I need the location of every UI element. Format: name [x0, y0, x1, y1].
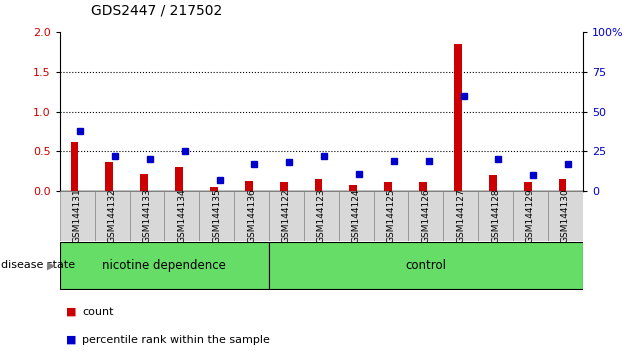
Text: GSM144135: GSM144135 [212, 189, 221, 243]
Bar [419, 182, 427, 191]
Text: GSM144133: GSM144133 [142, 189, 151, 243]
Bar [280, 182, 288, 191]
Text: ▶: ▶ [47, 261, 55, 270]
Text: GSM144132: GSM144132 [108, 189, 117, 243]
Text: GSM144125: GSM144125 [387, 189, 396, 243]
Bar [234, 191, 269, 241]
Bar [105, 162, 113, 191]
Bar [548, 191, 583, 241]
Text: GSM144134: GSM144134 [178, 189, 186, 243]
Text: GSM144131: GSM144131 [73, 189, 82, 243]
Bar [374, 191, 408, 241]
Bar [94, 191, 130, 241]
Bar [408, 191, 444, 241]
Bar [454, 44, 462, 191]
Bar [164, 191, 199, 241]
Bar [60, 242, 269, 289]
Bar [269, 191, 304, 241]
Bar [71, 142, 79, 191]
Bar [524, 182, 532, 191]
Text: GSM144124: GSM144124 [352, 189, 360, 243]
Bar [175, 167, 183, 191]
Bar [350, 185, 357, 191]
Bar [269, 242, 583, 289]
Text: GSM144130: GSM144130 [561, 189, 570, 243]
Bar [559, 179, 566, 191]
Bar [339, 191, 374, 241]
Text: GSM144127: GSM144127 [456, 189, 465, 243]
Text: GSM144129: GSM144129 [526, 189, 535, 243]
Text: GSM144136: GSM144136 [247, 189, 256, 243]
Text: nicotine dependence: nicotine dependence [103, 259, 226, 272]
Bar [314, 179, 323, 191]
Text: count: count [82, 307, 113, 316]
Text: GDS2447 / 217502: GDS2447 / 217502 [91, 4, 222, 18]
Bar [210, 187, 218, 191]
Bar [140, 174, 148, 191]
Text: percentile rank within the sample: percentile rank within the sample [82, 335, 270, 345]
Text: ■: ■ [66, 335, 77, 345]
Text: GSM144123: GSM144123 [317, 189, 326, 243]
Bar [444, 191, 478, 241]
Text: GSM144122: GSM144122 [282, 189, 291, 243]
Text: GSM144126: GSM144126 [421, 189, 430, 243]
Bar [513, 191, 548, 241]
Bar [245, 181, 253, 191]
Text: GSM144128: GSM144128 [491, 189, 500, 243]
Bar [304, 191, 339, 241]
Bar [130, 191, 164, 241]
Bar [384, 182, 392, 191]
Bar [60, 191, 94, 241]
Text: control: control [405, 259, 447, 272]
Text: disease state: disease state [1, 261, 75, 270]
Bar [478, 191, 513, 241]
Bar [489, 175, 497, 191]
Bar [199, 191, 234, 241]
Text: ■: ■ [66, 307, 77, 316]
